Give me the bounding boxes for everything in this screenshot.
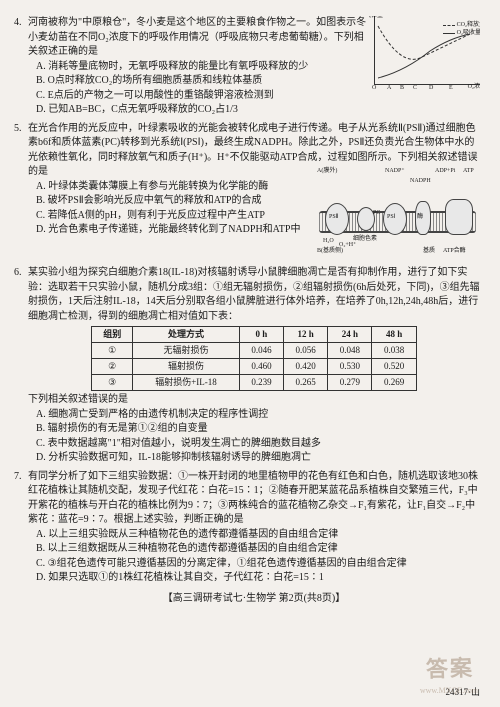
cell: 0.420 bbox=[284, 359, 328, 375]
table-header-row: 组别 处理方式 0 h 12 h 24 h 48 h bbox=[92, 327, 416, 343]
watermark-url: www.MXQE.com bbox=[420, 685, 478, 697]
q4-number: 4. bbox=[14, 16, 28, 31]
cell: ① bbox=[92, 343, 133, 359]
watermark-icon: 答案 bbox=[425, 652, 474, 686]
table-row: ① 无辐射损伤 0.046 0.056 0.048 0.038 bbox=[92, 343, 416, 359]
question-5: 5. 在光合作用的光反应中，叶绿素吸收的光能会被转化成电子进行传递。电子从光系统… bbox=[28, 122, 480, 263]
q7-optA: A. 以上三组实验既从三种植物花色的遗传都遵循基因的自由组合定律 bbox=[28, 528, 480, 543]
tick-C: C bbox=[413, 84, 417, 93]
cell: 辐射损伤 bbox=[133, 359, 240, 375]
th-3: 12 h bbox=[284, 327, 328, 343]
q5-number: 5. bbox=[14, 122, 28, 137]
q6-table: 组别 处理方式 0 h 12 h 24 h 48 h ① 无辐射损伤 0.046… bbox=[91, 326, 416, 391]
q7-optC: C. ③组花色遗传可能只遵循基因的分离定律，①组花色遗传遵循基因的自由组合定律 bbox=[28, 557, 480, 572]
lbl-cyt: 细胞色素 bbox=[353, 235, 377, 244]
lbl-pc: PC bbox=[373, 209, 380, 218]
cell: 辐射损伤+IL-18 bbox=[133, 375, 240, 391]
cell: ② bbox=[92, 359, 133, 375]
atpase-blob bbox=[445, 199, 473, 235]
table-row: ③ 辐射损伤+IL-18 0.239 0.265 0.279 0.269 bbox=[92, 375, 416, 391]
cell: 0.279 bbox=[328, 375, 372, 391]
q4-xlabel: O₂浓度 bbox=[468, 83, 480, 92]
cell: 0.520 bbox=[372, 359, 416, 375]
th-1: 处理方式 bbox=[133, 327, 240, 343]
th-2: 0 h bbox=[239, 327, 283, 343]
lbl-psi: PSⅠ bbox=[387, 213, 395, 222]
page-footer: 【高三调研考试七·生物学 第2页(共8页)】 bbox=[28, 592, 480, 607]
q4-chart: 气体量 O₂浓度 CO₂释放量 O₂吸收量 O A B C D E bbox=[374, 16, 480, 85]
q7-number: 7. bbox=[14, 470, 28, 485]
table-row: ② 辐射损伤 0.460 0.420 0.530 0.520 bbox=[92, 359, 416, 375]
cell: ③ bbox=[92, 375, 133, 391]
lbl-A-side: A(膜外) bbox=[317, 167, 337, 176]
cell: 0.056 bbox=[284, 343, 328, 359]
cell: 0.265 bbox=[284, 375, 328, 391]
th-5: 48 h bbox=[372, 327, 416, 343]
q4-curves bbox=[375, 16, 480, 84]
q6-optA: A. 细胞凋亡受到严格的由遗传机制决定的程序性调控 bbox=[28, 408, 480, 423]
cell: 0.046 bbox=[239, 343, 283, 359]
th-0: 组别 bbox=[92, 327, 133, 343]
lbl-atp: ATP bbox=[463, 167, 474, 176]
q7-stem: 有同学分析了如下三组实验数据：①一株开封闭的地里植物甲的花色有红色和白色，随机选… bbox=[28, 471, 478, 526]
q5-body: 在光合作用的光反应中，叶绿素吸收的光能会被转化成电子进行传递。电子从光系统Ⅱ(P… bbox=[28, 122, 480, 263]
cell: 0.038 bbox=[372, 343, 416, 359]
q7-body: 有同学分析了如下三组实验数据：①一株开封闭的地里植物甲的花色有红色和白色，随机选… bbox=[28, 470, 480, 586]
q6-optD: D. 分析实验数据可知，IL-18能够抑制核辐射诱导的脾细胞凋亡 bbox=[28, 451, 480, 466]
cell: 无辐射损伤 bbox=[133, 343, 240, 359]
cell: 0.269 bbox=[372, 375, 416, 391]
tick-B: B bbox=[400, 84, 404, 93]
cell: 0.239 bbox=[239, 375, 283, 391]
lbl-nadph: NADPH bbox=[410, 177, 431, 186]
lbl-psii: PSⅡ bbox=[329, 213, 339, 222]
cell: 0.460 bbox=[239, 359, 283, 375]
lbl-stroma: 基质 bbox=[423, 247, 435, 256]
q4-body: 气体量 O₂浓度 CO₂释放量 O₂吸收量 O A B C D E 河南被称为"… bbox=[28, 16, 480, 118]
q4-optD: D. 已知AB=BC，C点无氧呼吸释放的CO₂占1/3 bbox=[28, 103, 480, 118]
q5-diagram: A(膜外) NADP⁺ NADPH ADP+Pi ATP PSⅡ PC PSⅠ … bbox=[315, 165, 480, 260]
cell: 0.530 bbox=[328, 359, 372, 375]
lbl-adp: ADP+Pi bbox=[435, 167, 455, 176]
lbl-enzyme: 酶 bbox=[417, 213, 423, 222]
tick-D: D bbox=[429, 84, 433, 93]
lbl-atpase: ATP合酶 bbox=[443, 247, 466, 256]
question-7: 7. 有同学分析了如下三组实验数据：①一株开封闭的地里植物甲的花色有红色和白色，… bbox=[28, 470, 480, 586]
question-4: 4. 气体量 O₂浓度 CO₂释放量 O₂吸收量 O A B C D E 河南被… bbox=[28, 16, 480, 118]
q7-optD: D. 如果只选取①的1株红花植株让其自交，子代红花∶白花=15∶1 bbox=[28, 571, 480, 586]
question-6: 6. 某实验小组为探究白细胞介素18(IL-18)对核辐射诱导小鼠脾细胞凋亡是否… bbox=[28, 266, 480, 466]
tick-A: A bbox=[387, 84, 391, 93]
tick-O: O bbox=[372, 84, 376, 93]
q6-optB: B. 辐射损伤的有无是第①②组的自变量 bbox=[28, 422, 480, 437]
q6-body: 某实验小组为探究白细胞介素18(IL-18)对核辐射诱导小鼠脾细胞凋亡是否有抑制… bbox=[28, 266, 480, 466]
tick-E: E bbox=[449, 84, 453, 93]
cell: 0.048 bbox=[328, 343, 372, 359]
q7-optB: B. 以上三组数据既从三种植物花色的遗传都遵循基因的自由组合定律 bbox=[28, 542, 480, 557]
q6-optC: C. 表中数据越离"1"相对值越小，说明发生凋亡的脾细胞数目越多 bbox=[28, 437, 480, 452]
q4-stem: 河南被称为"中原粮仓"，冬小麦是这个地区的主要粮食作物之一。如图表示冬小麦幼苗在… bbox=[28, 17, 366, 57]
q6-number: 6. bbox=[14, 266, 28, 281]
th-4: 24 h bbox=[328, 327, 372, 343]
lbl-o2h: O₂+H⁺ bbox=[339, 241, 356, 250]
q6-stem: 某实验小组为探究白细胞介素18(IL-18)对核辐射诱导小鼠脾细胞凋亡是否有抑制… bbox=[28, 267, 480, 322]
q6-post: 下列相关叙述错误的是 bbox=[28, 393, 480, 408]
lbl-nadp: NADP⁺ bbox=[385, 167, 405, 176]
lbl-h2o: H₂O bbox=[323, 237, 334, 246]
